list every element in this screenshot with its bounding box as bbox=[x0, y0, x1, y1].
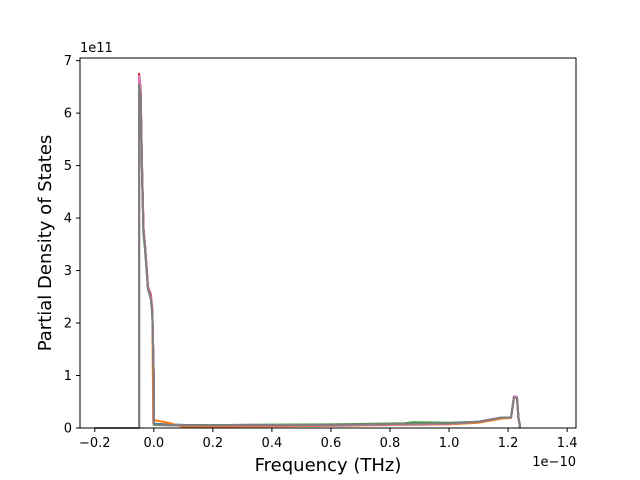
x-tick-label: 1.4 bbox=[557, 436, 578, 451]
y-tick-label: 5 bbox=[64, 159, 72, 174]
x-tick-label: 0.4 bbox=[262, 436, 283, 451]
x-tick-label: 1.2 bbox=[498, 436, 519, 451]
y-offset-label: 1e11 bbox=[80, 41, 113, 56]
x-tick-label: 1.0 bbox=[439, 436, 460, 451]
y-tick-label: 2 bbox=[64, 317, 72, 332]
series-layer bbox=[94, 72, 521, 429]
x-tick-label: 0.0 bbox=[143, 436, 164, 451]
x-tick-label: 0.6 bbox=[321, 436, 342, 451]
y-tick-label: 0 bbox=[64, 422, 72, 437]
plot-area bbox=[79, 57, 577, 429]
axes-frame bbox=[79, 57, 577, 429]
x-tick-label: 0.2 bbox=[203, 436, 224, 451]
y-tick-label: 1 bbox=[64, 369, 72, 384]
y-tick-label: 4 bbox=[64, 212, 72, 227]
y-tick-label: 7 bbox=[64, 54, 72, 69]
x-axis-ticks: −0.2 0.0 0.2 0.4 0.6 0.8 1.0 1.2 1.4 bbox=[79, 428, 578, 451]
y-axis-label: Partial Density of States bbox=[35, 135, 56, 352]
y-axis-ticks: 0 1 2 3 4 5 6 7 bbox=[64, 54, 80, 437]
series-line-8 bbox=[94, 83, 521, 429]
x-tick-label: 0.8 bbox=[380, 436, 401, 451]
x-tick-label: −0.2 bbox=[79, 436, 111, 451]
x-axis-label: Frequency (THz) bbox=[255, 455, 402, 476]
x-offset-label: 1e−10 bbox=[532, 455, 576, 470]
y-tick-label: 3 bbox=[64, 264, 72, 279]
y-tick-label: 6 bbox=[64, 107, 72, 122]
